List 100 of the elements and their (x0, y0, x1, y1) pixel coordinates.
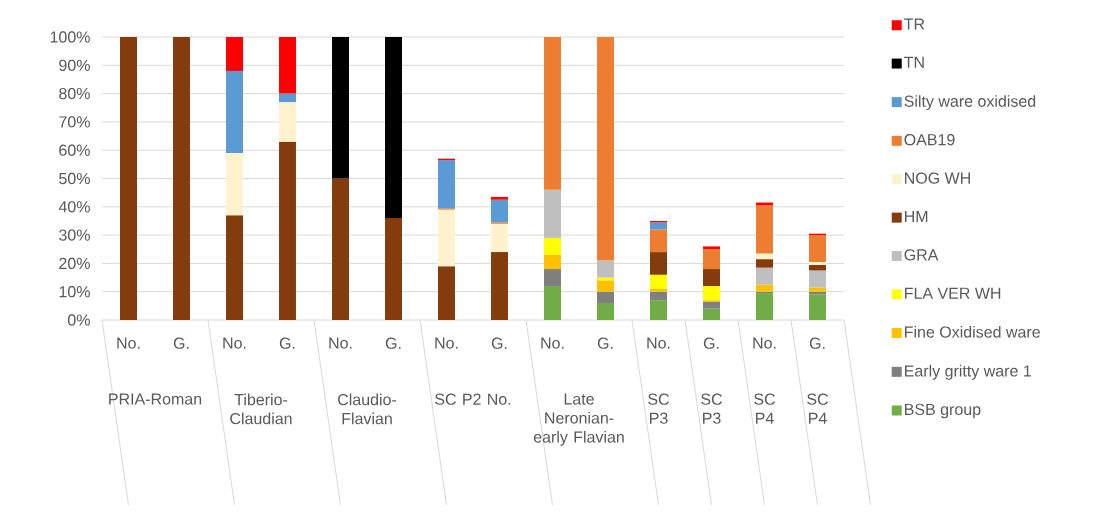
bar (809, 287, 826, 292)
x-tick-label: No. (329, 337, 352, 349)
text: SC P3 (648, 393, 670, 424)
text: Claudio-Flavian (338, 393, 397, 425)
bar (279, 37, 296, 94)
x-tick-label: No. (541, 337, 564, 349)
y-tick-label: 10% (59, 286, 90, 298)
bar (597, 260, 614, 278)
bar (120, 37, 137, 320)
bar (332, 37, 349, 179)
bar (650, 274, 667, 289)
bar (756, 253, 773, 260)
bar (597, 37, 614, 261)
bar (703, 286, 720, 301)
y-tick-label: 60% (59, 144, 90, 156)
bar (226, 215, 243, 320)
x-tick-label: G. (809, 337, 825, 349)
text: PRIA-Roman (109, 393, 202, 405)
bar (650, 222, 667, 230)
bar (809, 270, 826, 288)
legend-label: TR (904, 18, 925, 30)
bar (650, 291, 667, 301)
bar (650, 288, 667, 292)
legend-label: OAB19 (904, 134, 955, 146)
bar (491, 252, 508, 320)
bar (597, 280, 614, 292)
bar (809, 294, 826, 320)
bar (544, 189, 561, 238)
x-tick-label: No. (117, 337, 140, 349)
bar (703, 269, 720, 287)
bar (491, 196, 508, 200)
bar (332, 178, 349, 320)
bar (226, 153, 243, 216)
bar (438, 266, 455, 320)
y-tick-label: 80% (59, 87, 90, 100)
bar (703, 249, 720, 270)
bar (756, 284, 773, 292)
bar (491, 223, 508, 253)
legend-label: BSB group (905, 403, 981, 419)
text: SC P3 (701, 393, 723, 424)
y-tick-label: 50% (59, 172, 90, 185)
bar (279, 93, 296, 103)
bar (809, 235, 826, 262)
x-tick-label: G. (279, 337, 295, 349)
bar (703, 308, 720, 320)
x-tick-label: G. (173, 337, 189, 349)
bar (173, 37, 190, 320)
bar (809, 261, 826, 265)
bar (703, 301, 720, 309)
bar (597, 303, 614, 320)
bar (544, 254, 561, 270)
x-tick-label: No. (753, 337, 776, 349)
y-tick-label: 0% (67, 314, 90, 326)
bar (756, 267, 773, 285)
y-tick-label: 20% (59, 257, 90, 270)
bar (756, 205, 773, 254)
bar (809, 291, 826, 295)
bar (703, 246, 720, 250)
bar (438, 209, 455, 267)
legend-label: Early gritty ware 1 (905, 364, 1031, 380)
x-tick-label: G. (597, 337, 613, 349)
bar (544, 237, 561, 255)
bar (650, 252, 667, 275)
text: SC P2 No. (435, 393, 511, 405)
bar (491, 199, 508, 223)
bar (544, 269, 561, 287)
bar (279, 141, 296, 320)
legend-label: FLA VER WH (905, 287, 1001, 299)
x-tick-label: No. (435, 337, 458, 349)
legend-label: HM (905, 210, 928, 222)
bar (756, 259, 773, 268)
x-tick-label: No. (223, 337, 246, 349)
legend-label: TN (904, 56, 924, 68)
legend-label: Silty ware oxidised (904, 95, 1036, 111)
bar (226, 37, 243, 71)
bar (438, 160, 455, 209)
y-tick-label: 70% (59, 116, 90, 128)
x-tick-label: G. (491, 337, 507, 349)
bar (756, 293, 773, 320)
bar (385, 218, 402, 320)
bar (279, 102, 296, 142)
bar (544, 37, 561, 190)
text: Tiberio-Claudian (230, 393, 292, 425)
x-tick-label: No. (647, 337, 670, 349)
legend-label: GRA (904, 249, 939, 261)
legend-label: Fine Oxidised ware (905, 325, 1040, 338)
bar (650, 229, 667, 253)
bar (544, 286, 561, 320)
bar (385, 37, 402, 219)
text: SC P4 (807, 393, 829, 424)
x-tick-label: G. (703, 337, 719, 349)
y-tick-label: 100% (50, 31, 90, 43)
text: Late Neronian-early Flavian (533, 393, 624, 446)
y-tick-label: 90% (59, 59, 90, 71)
y-tick-label: 40% (58, 201, 90, 213)
bar (226, 70, 243, 154)
text: SC P4 (754, 393, 776, 424)
legend-label: NOG WH (905, 172, 970, 184)
bar (650, 300, 667, 320)
x-tick-label: G. (385, 337, 401, 349)
